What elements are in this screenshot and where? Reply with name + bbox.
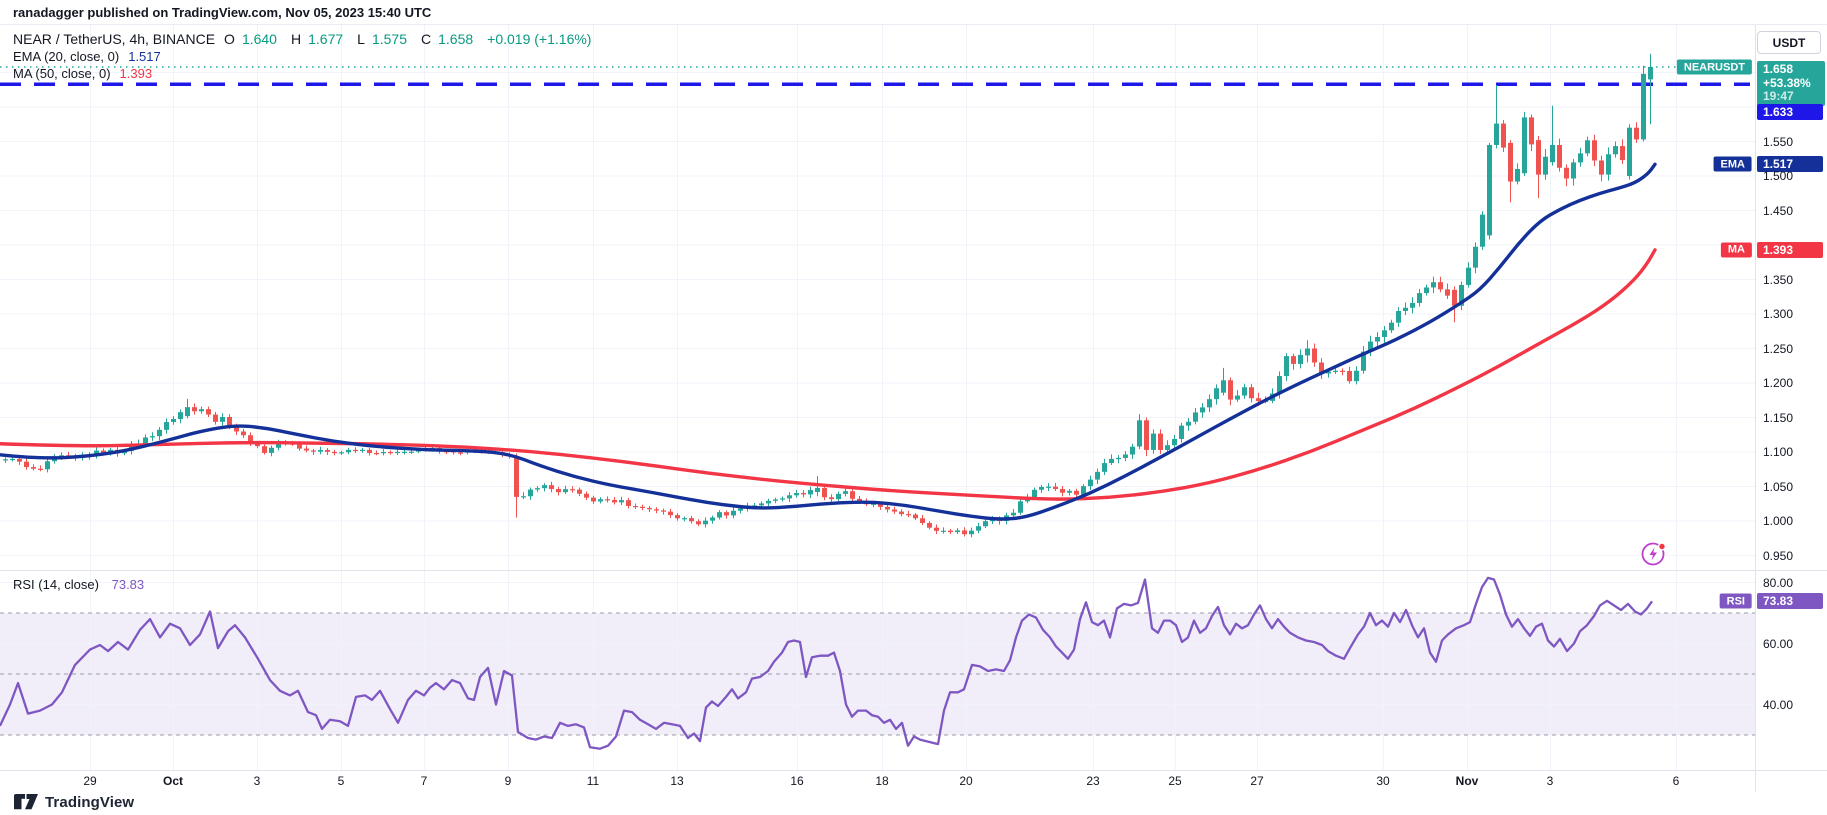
header-separator	[0, 24, 1827, 25]
ma-indicator-value: 1.393	[119, 66, 153, 81]
time-axis-label: 16	[790, 774, 804, 788]
symbol-title: NEAR / TetherUS, 4h, BINANCE	[13, 31, 216, 47]
time-axis-label: 3	[1546, 774, 1554, 788]
ema-indicator-title: EMA (20, close, 0)	[13, 49, 120, 64]
time-axis-label: 25	[1168, 774, 1182, 788]
change-value: +0.019 (+1.16%)	[487, 31, 592, 47]
ma-indicator-title: MA (50, close, 0)	[13, 66, 111, 81]
price-axis-label: 1.450	[1763, 203, 1794, 218]
time-axis-label: 23	[1086, 774, 1100, 788]
time-axis-label: 27	[1250, 774, 1264, 788]
ema-legend-row[interactable]: EMA (20, close, 0) 1.517	[13, 49, 598, 66]
rsi-line[interactable]	[0, 576, 1653, 750]
time-axis-label: Nov	[1455, 774, 1479, 788]
time-axis-label: 20	[959, 774, 973, 788]
ohlc-item: O 1.640	[224, 31, 277, 47]
time-axis-label: 3	[253, 774, 261, 788]
chart-legend[interactable]: NEAR / TetherUS, 4h, BINANCE O 1.640 H 1.67…	[13, 31, 598, 83]
price-chart[interactable]	[0, 25, 1827, 792]
ema20-line[interactable]	[0, 162, 1657, 521]
rsi-band	[0, 613, 1755, 735]
price-axis-label: 1.050	[1763, 479, 1794, 494]
price-axis-label: 1.350	[1763, 272, 1794, 287]
symbol-legend-row[interactable]: NEAR / TetherUS, 4h, BINANCE O 1.640 H 1.67…	[13, 31, 598, 49]
time-axis-label: 18	[875, 774, 889, 788]
time-axis-label: 11	[586, 774, 600, 788]
candle-countdown: 19:47	[1763, 89, 1794, 103]
candlestick-series	[3, 53, 1653, 538]
rsi-line-label: RSI	[1719, 593, 1752, 609]
ma50-line[interactable]	[0, 248, 1657, 501]
ma-line-label: MA	[1720, 242, 1752, 258]
price-axis-label: 1.500	[1763, 169, 1794, 184]
last-price-badge: 1.658 +53.38% 19:47	[1757, 61, 1825, 106]
rsi-legend-row[interactable]: RSI (14, close) 73.83	[13, 577, 144, 592]
flash-publish-icon[interactable]	[1641, 541, 1667, 567]
price-axis-label: 0.950	[1763, 548, 1794, 563]
price-axis-label: 1.550	[1763, 134, 1794, 149]
time-axis-label: 6	[1672, 774, 1680, 788]
time-axis-label: Oct	[162, 774, 184, 788]
ohlc-item: H 1.677	[290, 31, 344, 47]
rsi-axis-label: 80.00	[1763, 575, 1794, 590]
time-axis-label: 7	[420, 774, 428, 788]
tradingview-logo-icon	[14, 794, 38, 810]
rsi-axis-label: 40.00	[1763, 697, 1794, 712]
gridlines	[0, 25, 1755, 770]
time-scale-axis[interactable]: 29 Oct 3 5 7 9 11 13 16 18 20 23 25 27 30 Nov 3 6	[0, 770, 1755, 792]
price-axis-label: 1.150	[1763, 410, 1794, 425]
ohlc-item: C 1.658	[421, 31, 474, 47]
rsi-indicator-title: RSI (14, close)	[13, 577, 99, 592]
time-axis-label: 30	[1376, 774, 1390, 788]
time-axis-label: 5	[337, 774, 345, 788]
tradingview-logo-text: TradingView	[45, 793, 135, 811]
rsi-value-badge: 73.83	[1757, 593, 1823, 610]
currency-toggle-button[interactable]: USDT	[1757, 31, 1821, 54]
tradingview-logo[interactable]: TradingView	[14, 792, 134, 812]
ohlc-item: L 1.575	[357, 31, 407, 47]
price-axis-label: 1.200	[1763, 376, 1794, 391]
price-axis-label: 1.250	[1763, 341, 1794, 356]
ema-indicator-value: 1.517	[128, 49, 161, 64]
ma-value-badge: 1.393	[1757, 241, 1823, 258]
price-scale-axis[interactable]: 1.658 +53.38% 19:47 1.633 1.517 1.393 73…	[1755, 25, 1827, 792]
ma-legend-row[interactable]: MA (50, close, 0) 1.393	[13, 66, 598, 83]
ohlc-values: O 1.640 H 1.677 L 1.575 C 1.658 +0.019 (+1.16%)	[224, 31, 598, 47]
time-axis-label: 29	[83, 774, 97, 788]
attribution-text: ranadagger published on TradingView.com,…	[13, 5, 432, 20]
rsi-axis-label: 60.00	[1763, 636, 1794, 651]
ema-line-label: EMA	[1713, 156, 1752, 172]
price-axis-label: 1.000	[1763, 514, 1794, 529]
ema-value-badge: 1.517	[1757, 156, 1823, 173]
time-axis-label: 9	[504, 774, 512, 788]
last-price-value: 1.658	[1763, 62, 1794, 76]
change-percent: +53.38%	[1763, 75, 1811, 90]
alert-price-badge: 1.633	[1757, 104, 1823, 120]
rsi-indicator-value: 73.83	[111, 577, 145, 592]
price-axis-label: 1.100	[1763, 445, 1794, 460]
symbol-name-label: NEARUSDT	[1676, 59, 1752, 75]
price-axis-label: 1.300	[1763, 307, 1794, 322]
time-axis-label: 13	[670, 774, 684, 788]
